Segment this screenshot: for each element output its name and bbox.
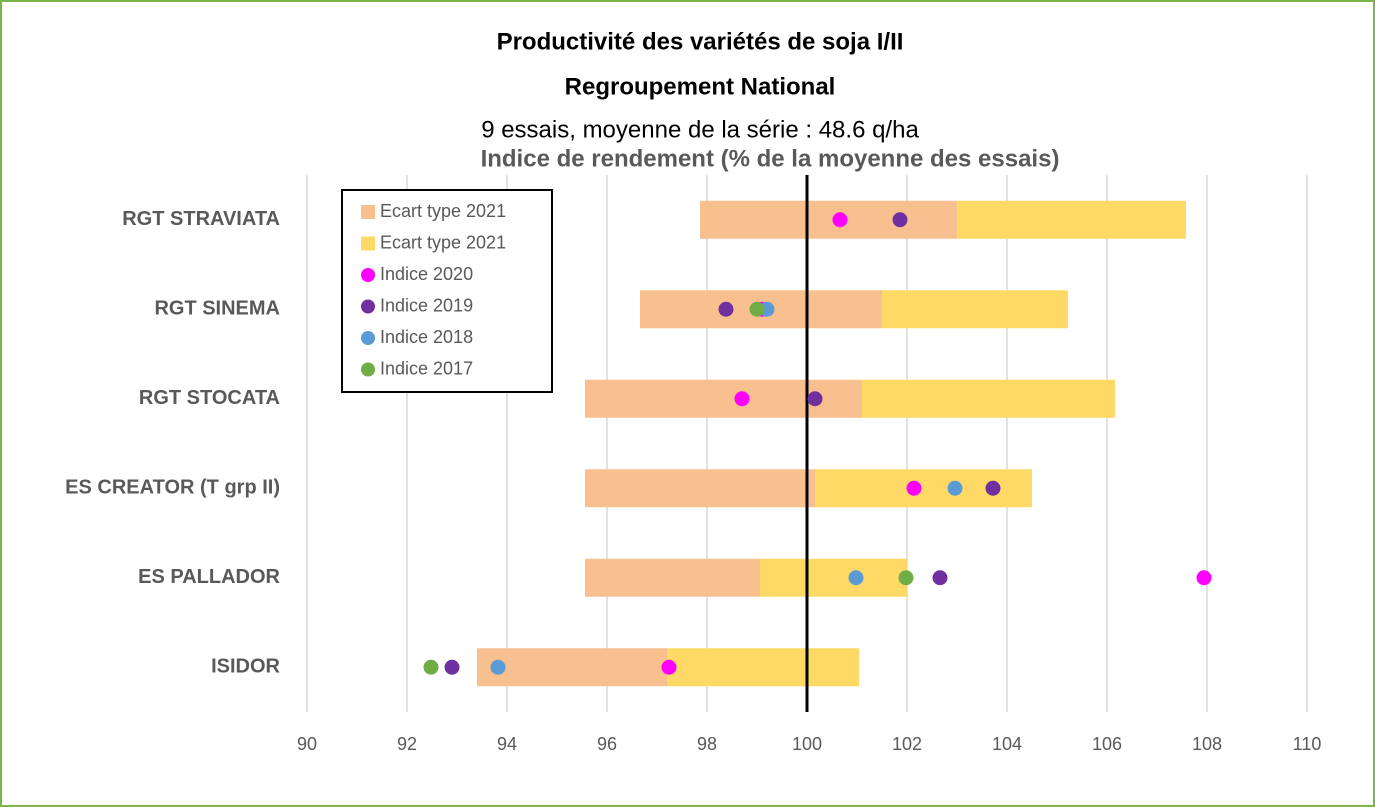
chart-subtitle: 9 essais, moyenne de la série : 48.6 q/h…: [481, 116, 919, 143]
bar-segment: [585, 469, 815, 508]
dot: [734, 391, 750, 407]
dot: [807, 391, 823, 407]
dot: [848, 570, 864, 586]
legend-swatch: [361, 299, 375, 314]
dot: [749, 301, 765, 317]
bar-segment: [585, 558, 760, 597]
dot: [832, 212, 848, 228]
legend-box: [341, 189, 553, 393]
dot: [932, 570, 948, 586]
bar-segment: [667, 648, 859, 687]
legend-swatch: [361, 331, 375, 345]
dot: [892, 212, 908, 228]
bar-segment: [760, 558, 907, 597]
legend-label: Indice 2020: [380, 264, 473, 284]
x-tick-label: 94: [497, 734, 517, 754]
legend-swatch: [361, 268, 375, 282]
dot: [423, 659, 439, 675]
dot: [490, 659, 506, 675]
x-tick-label: 102: [892, 734, 922, 754]
dot: [898, 570, 914, 586]
bar-segment: [957, 200, 1186, 239]
legend-swatch: [361, 205, 375, 219]
y-tick-label: ES PALLADOR: [138, 566, 280, 588]
bar-segment: [862, 379, 1115, 418]
y-tick-label: RGT STRAVIATA: [122, 208, 280, 230]
y-tick-label: ES CREATOR (T grp II): [65, 477, 280, 499]
x-tick-label: 104: [992, 734, 1022, 754]
x-tick-label: 98: [697, 734, 717, 754]
chart-title: Regroupement National: [565, 73, 836, 100]
y-tick-label: ISIDOR: [211, 656, 280, 678]
x-tick-label: 110: [1293, 734, 1322, 754]
legend-label: Indice 2017: [380, 358, 473, 378]
x-tick-label: 106: [1092, 734, 1122, 754]
dot: [947, 480, 963, 496]
dot: [1196, 570, 1212, 586]
x-tick-label: 92: [397, 734, 417, 754]
x-tick-label: 108: [1192, 734, 1222, 754]
x-tick-label: 100: [792, 734, 822, 754]
legend-label: Indice 2019: [380, 295, 473, 315]
legend-swatch: [361, 236, 375, 251]
legend-label: Ecart type 2021: [380, 232, 506, 252]
x-tick-label: 90: [297, 734, 317, 754]
dot: [661, 659, 677, 675]
x-tick-label: 96: [597, 734, 617, 754]
y-tick-label: RGT STOCATA: [139, 387, 280, 409]
legend-label: Indice 2018: [380, 327, 473, 347]
bar-segment: [882, 290, 1068, 329]
axis-title: Indice de rendement (% de la moyenne des…: [481, 145, 1060, 172]
y-tick-label: RGT SINEMA: [154, 298, 280, 320]
dot: [718, 301, 734, 317]
legend-swatch: [361, 362, 375, 377]
dot: [985, 480, 1001, 496]
bar-segment: [477, 648, 667, 687]
dot: [444, 659, 460, 675]
chart-title: Productivité des variétés de soja I/II: [497, 28, 904, 55]
bar-segment: [700, 200, 957, 239]
dot: [906, 480, 922, 496]
legend-label: Ecart type 2021: [380, 201, 506, 221]
